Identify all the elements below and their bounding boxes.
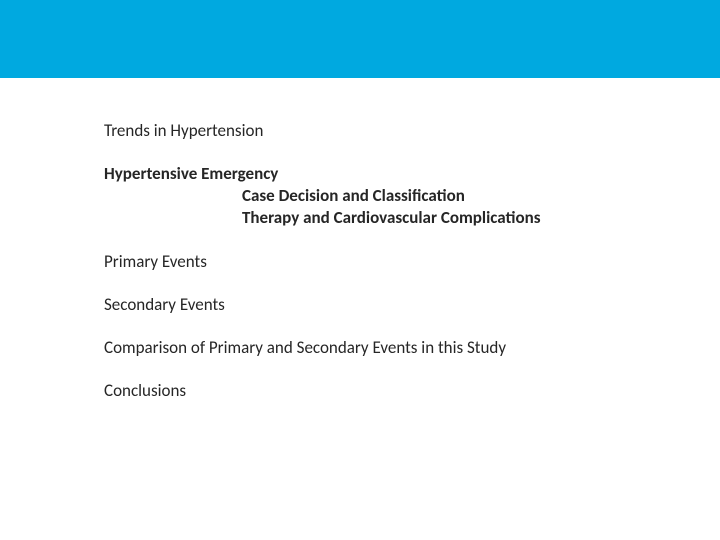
- outline-subgroup-emergency: Case Decision and Classification Therapy…: [104, 185, 616, 229]
- outline-sub-therapy: Therapy and Cardiovascular Complications: [104, 207, 616, 229]
- outline-item-emergency: Hypertensive Emergency: [104, 163, 616, 184]
- outline-sub-case-decision: Case Decision and Classification: [104, 185, 616, 207]
- outline-item-comparison: Comparison of Primary and Secondary Even…: [104, 337, 616, 358]
- outline-item-primary: Primary Events: [104, 251, 616, 272]
- outline-item-secondary: Secondary Events: [104, 294, 616, 315]
- header-banner: [0, 0, 720, 78]
- outline-item-trends: Trends in Hypertension: [104, 120, 616, 141]
- content-area: Trends in Hypertension Hypertensive Emer…: [0, 78, 616, 402]
- outline-item-conclusions: Conclusions: [104, 380, 616, 401]
